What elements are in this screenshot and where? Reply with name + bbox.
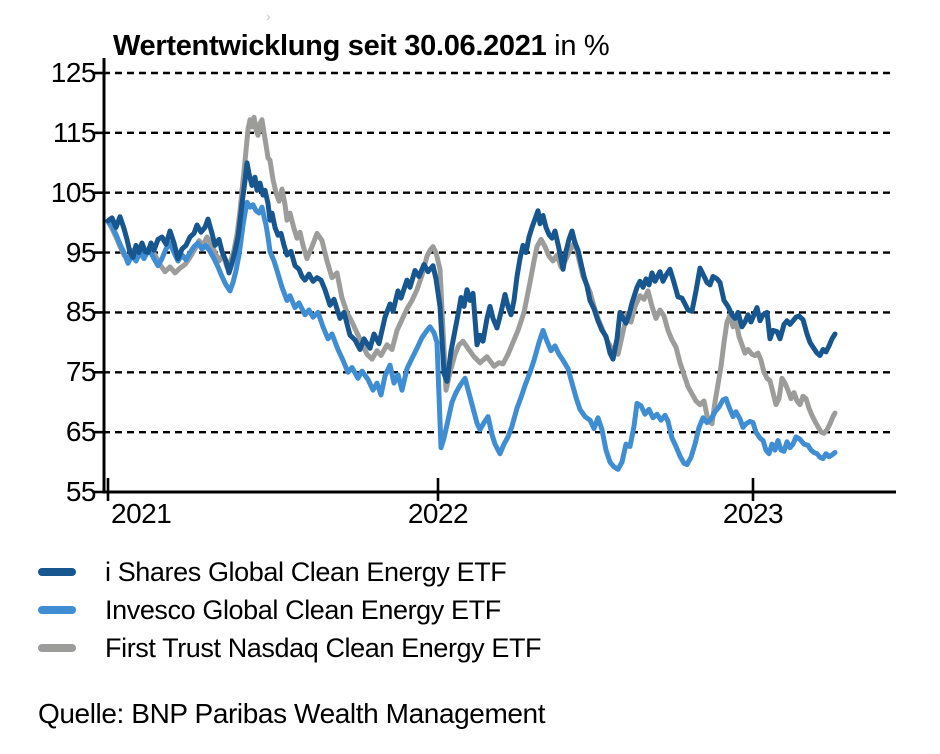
series-line-first-trust-nasdaq-clean-energy-etf xyxy=(105,114,838,436)
chart-title: Wertentwicklung seit 30.06.2021 in % xyxy=(113,30,610,63)
y-tick-label-65: 65 xyxy=(65,416,97,448)
legend-item-0: i Shares Global Clean Energy ETF xyxy=(38,553,541,591)
legend-item-1: Invesco Global Clean Energy ETF xyxy=(38,591,541,629)
legend-label: Invesco Global Clean Energy ETF xyxy=(105,594,501,625)
legend: i Shares Global Clean Energy ETF Invesco … xyxy=(38,553,542,667)
x-tick-label-2021: 2021 xyxy=(111,498,172,529)
legend-label: First Trust Nasdaq Clean Energy ETF xyxy=(105,632,542,663)
y-tick-label-115: 115 xyxy=(52,116,97,148)
y-tick-label-55: 55 xyxy=(65,476,97,507)
legend-swatch-icon xyxy=(38,606,76,614)
x-tick-label-2023: 2023 xyxy=(722,498,784,529)
series-line-i-shares-global-clean-energy-etf xyxy=(105,160,838,384)
source-caption: Quelle: BNP Paribas Wealth Management xyxy=(38,698,546,729)
y-tick-label-95: 95 xyxy=(65,236,97,268)
y-tick-label-75: 75 xyxy=(65,356,97,388)
chart-title-unit: in % xyxy=(546,30,610,62)
legend-swatch-icon xyxy=(38,644,76,652)
legend-item-2: First Trust Nasdaq Clean Energy ETF xyxy=(38,629,542,667)
legend-swatch-icon xyxy=(38,568,76,576)
chart-title-bold: Wertentwicklung seit 30.06.2021 xyxy=(113,30,547,62)
series-line-invesco-global-clean-energy-etf xyxy=(105,199,838,472)
y-tick-label-85: 85 xyxy=(65,296,97,328)
x-tick-label-2022: 2022 xyxy=(407,498,469,529)
y-tick-label-125: 125 xyxy=(50,57,97,88)
screenshot-artifact: › xyxy=(266,8,271,24)
y-tick-label-105: 105 xyxy=(50,176,97,208)
legend-label: i Shares Global Clean Energy ETF xyxy=(105,556,507,587)
